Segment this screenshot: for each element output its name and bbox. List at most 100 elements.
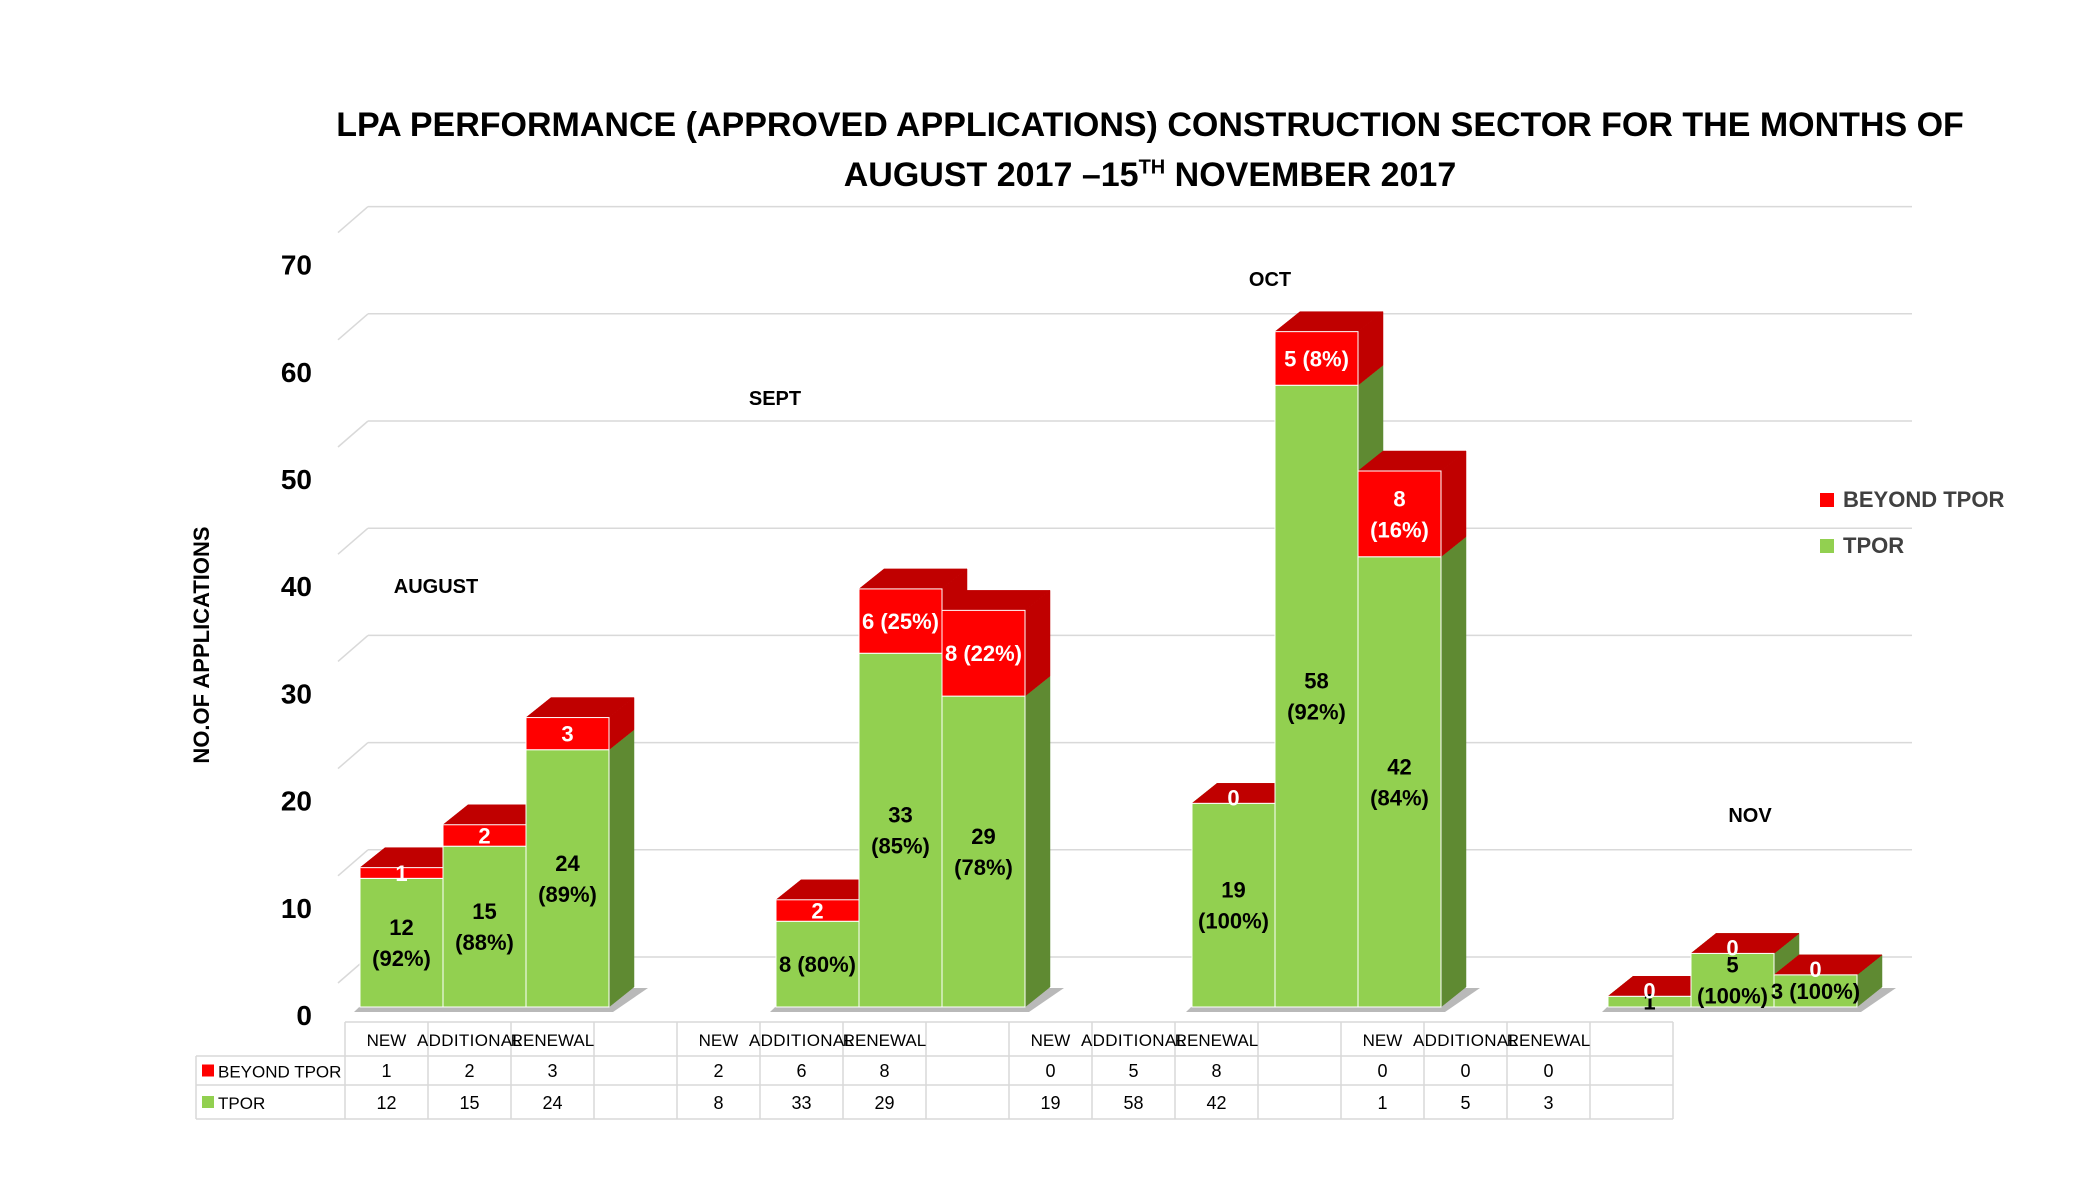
bar-beyond-tpor-august-renewal xyxy=(525,717,610,751)
data-label-beyond-tpor-sept-renewal: 8 (22%) xyxy=(945,641,1022,666)
gridline-diagonal-60 xyxy=(337,313,369,341)
data-label-tpor-nov-new: 1 xyxy=(1643,990,1655,1015)
table-cell-beyond-tpor-august-additional: 2 xyxy=(464,1061,474,1081)
bar-tpor-august-renewal-side xyxy=(608,729,635,1008)
bar-beyond-tpor-oct-additional xyxy=(1274,331,1359,386)
bar-beyond-tpor-oct-renewal xyxy=(1357,470,1442,558)
data-label-tpor-oct-additional-line-2: (92%) xyxy=(1287,700,1346,725)
bar-tpor-oct-additional xyxy=(1274,384,1359,1008)
bar-tpor-oct-renewal-side xyxy=(1440,536,1467,1008)
x-tick-label-august-additional: ADDITIONAL xyxy=(417,1031,522,1050)
bar-tpor-sept-additional xyxy=(858,652,943,1008)
gridline-diagonal-40 xyxy=(337,527,369,555)
data-label-beyond-tpor-nov-additional: 0 xyxy=(1726,935,1738,960)
bar-tpor-august-renewal xyxy=(525,749,610,1008)
y-tick-label-40: 40 xyxy=(281,571,312,602)
table-row-label-beyond-tpor: BEYOND TPOR xyxy=(218,1063,341,1082)
data-label-beyond-tpor-oct-additional: 5 (8%) xyxy=(1284,346,1349,371)
bar-tpor-sept-new xyxy=(775,920,860,1008)
table-row-label-tpor: TPOR xyxy=(218,1094,265,1113)
data-label-beyond-tpor-nov-new: 0 xyxy=(1643,978,1655,1003)
x-tick-label-oct-new: NEW xyxy=(1031,1031,1071,1050)
data-label-tpor-sept-additional-line-2: (85%) xyxy=(871,834,930,859)
bar-tpor-oct-new xyxy=(1191,802,1276,1008)
data-label-beyond-tpor-august-additional: 2 xyxy=(478,823,490,848)
gridline-diagonal-30 xyxy=(337,634,369,662)
data-label-tpor-august-new-line-1: 12 xyxy=(389,915,413,940)
table-cell-beyond-tpor-august-renewal: 3 xyxy=(547,1061,557,1081)
table-cell-tpor-sept-additional: 33 xyxy=(791,1093,811,1113)
data-label-tpor-sept-new: 8 (80%) xyxy=(779,952,856,977)
bar-tpor-sept-renewal-side xyxy=(1024,675,1051,1008)
bar-tpor-nov-renewal xyxy=(1773,974,1858,1008)
data-label-beyond-tpor-oct-renewal-line-1: 8 xyxy=(1393,486,1405,511)
data-label-tpor-sept-additional-line-1: 33 xyxy=(888,803,912,828)
x-tick-label-sept-renewal: RENEWAL xyxy=(843,1031,926,1050)
table-cell-beyond-tpor-sept-renewal: 8 xyxy=(879,1061,889,1081)
group-label-sept: SEPT xyxy=(749,388,801,410)
table-cell-beyond-tpor-august-new: 1 xyxy=(381,1061,391,1081)
table-cell-beyond-tpor-oct-renewal: 8 xyxy=(1211,1061,1221,1081)
title-end: NOVEMBER 2017 xyxy=(1165,156,1457,194)
gridline-diagonal-20 xyxy=(337,742,369,770)
chart-title-line2: AUGUST 2017 –15TH NOVEMBER 2017 xyxy=(300,156,2000,195)
table-cell-tpor-august-new: 12 xyxy=(376,1093,396,1113)
y-tick-label-10: 10 xyxy=(281,893,312,924)
table-cell-tpor-oct-new: 19 xyxy=(1040,1093,1060,1113)
y-tick-label-60: 60 xyxy=(281,357,312,388)
y-tick-label-0: 0 xyxy=(296,1000,312,1031)
x-tick-label-oct-additional: ADDITIONAL xyxy=(1081,1031,1186,1050)
chart-title-line1: LPA PERFORMANCE (APPROVED APPLICATIONS) … xyxy=(336,106,1964,144)
y-tick-label-20: 20 xyxy=(281,786,312,817)
title-main: AUGUST 2017 –15 xyxy=(843,156,1139,194)
x-tick-label-august-renewal: RENEWAL xyxy=(511,1031,594,1050)
table-legend-key-tpor xyxy=(202,1096,214,1108)
data-label-tpor-august-new-line-2: (92%) xyxy=(372,946,431,971)
data-label-beyond-tpor-august-renewal: 3 xyxy=(561,722,573,747)
data-label-beyond-tpor-nov-renewal: 0 xyxy=(1809,957,1821,982)
legend-item-beyond-tpor: BEYOND TPOR xyxy=(1820,487,2004,513)
table-cell-tpor-august-renewal: 24 xyxy=(542,1093,562,1113)
data-label-tpor-nov-additional-line-1: 5 xyxy=(1726,953,1738,978)
table-cell-beyond-tpor-nov-additional: 0 xyxy=(1460,1061,1470,1081)
data-label-beyond-tpor-sept-additional: 6 (25%) xyxy=(862,609,939,634)
x-tick-label-sept-new: NEW xyxy=(699,1031,739,1050)
table-cell-beyond-tpor-nov-renewal: 0 xyxy=(1543,1061,1553,1081)
data-label-tpor-oct-renewal-line-1: 42 xyxy=(1387,754,1411,779)
table-cell-tpor-oct-additional: 58 xyxy=(1123,1093,1143,1113)
table-cell-beyond-tpor-nov-new: 0 xyxy=(1377,1061,1387,1081)
table-cell-tpor-oct-renewal: 42 xyxy=(1206,1093,1226,1113)
y-tick-label-70: 70 xyxy=(281,250,312,281)
data-label-beyond-tpor-oct-new: 0 xyxy=(1227,785,1239,810)
data-label-tpor-sept-renewal-line-2: (78%) xyxy=(954,855,1013,880)
data-label-tpor-nov-renewal: 3 (100%) xyxy=(1771,979,1860,1004)
bar-tpor-sept-renewal xyxy=(941,695,1026,1008)
x-tick-label-oct-renewal: RENEWAL xyxy=(1175,1031,1258,1050)
y-tick-label-50: 50 xyxy=(281,464,312,495)
gridline-diagonal-70 xyxy=(337,206,369,234)
bar-beyond-tpor-sept-additional xyxy=(858,588,943,654)
data-label-beyond-tpor-oct-renewal-line-2: (16%) xyxy=(1370,517,1429,542)
table-cell-tpor-nov-additional: 5 xyxy=(1460,1093,1470,1113)
bar-beyond-tpor-sept-renewal xyxy=(941,609,1026,697)
bar-tpor-oct-renewal xyxy=(1357,556,1442,1008)
table-cell-beyond-tpor-sept-additional: 6 xyxy=(796,1061,806,1081)
title-superscript: TH xyxy=(1138,156,1166,179)
table-cell-tpor-nov-renewal: 3 xyxy=(1543,1093,1553,1113)
data-label-tpor-oct-renewal-line-2: (84%) xyxy=(1370,785,1429,810)
group-label-august: AUGUST xyxy=(394,576,478,598)
legend-item-tpor: TPOR xyxy=(1820,533,1904,559)
data-label-tpor-nov-additional-line-2: (100%) xyxy=(1697,984,1768,1009)
gridline-diagonal-50 xyxy=(337,420,369,448)
group-label-nov: NOV xyxy=(1728,805,1772,827)
data-label-tpor-oct-new-line-1: 19 xyxy=(1221,878,1245,903)
data-label-beyond-tpor-sept-new: 2 xyxy=(811,899,823,924)
table-cell-beyond-tpor-oct-new: 0 xyxy=(1045,1061,1055,1081)
bar-tpor-nov-additional xyxy=(1690,952,1775,1008)
x-tick-label-nov-new: NEW xyxy=(1363,1031,1403,1050)
table-cell-beyond-tpor-sept-new: 2 xyxy=(713,1061,723,1081)
legend-swatch-tpor xyxy=(1820,539,1834,553)
data-label-tpor-august-renewal-line-2: (89%) xyxy=(538,882,597,907)
x-tick-label-nov-additional: ADDITIONAL xyxy=(1413,1031,1518,1050)
